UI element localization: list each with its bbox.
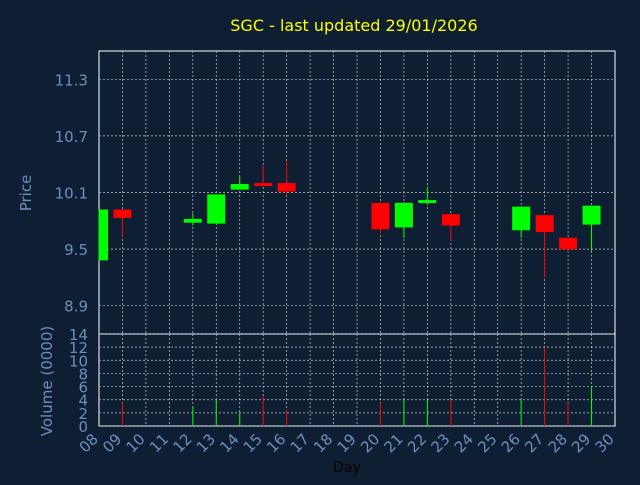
candle-body [512,206,531,231]
candle-body [535,215,554,233]
candle-body [277,183,296,192]
candle-body [394,202,413,228]
price-tick-label: 8.9 [64,298,88,316]
price-tick-label: 9.5 [64,241,88,259]
price-axis-label: Price [17,175,35,212]
candle-body [559,237,578,250]
candle-body [99,209,108,261]
volume-tick-label: 0 [78,418,88,436]
candle-body [582,205,601,225]
volume-tick-label: 12 [69,339,88,357]
candle-body [371,202,390,230]
volume-tick-label: 14 [69,326,88,344]
volume-axis-label: Volume (0000) [38,326,56,436]
candle-body [230,184,249,190]
price-tick-label: 11.3 [55,71,88,89]
candle-body [441,214,460,226]
price-tick-label: 10.7 [55,128,88,146]
candle-body [418,200,437,204]
volume-tick-label: 8 [78,365,88,383]
candle-body [113,209,132,218]
volume-tick-label: 4 [78,392,88,410]
volume-tick-label: 6 [78,379,88,397]
chart-title: SGC - last updated 29/01/2026 [230,16,477,35]
price-tick-label: 10.1 [55,185,88,203]
day-axis-label: Day [333,460,361,476]
volume-tick-label: 2 [78,405,88,423]
candle-body [254,183,273,187]
candle-body [207,194,226,224]
volume-tick-label: 10 [69,352,88,370]
price-panel: 11.3 10.7 10.1 9.5 8.9 [55,50,616,335]
candle-body [183,218,202,223]
